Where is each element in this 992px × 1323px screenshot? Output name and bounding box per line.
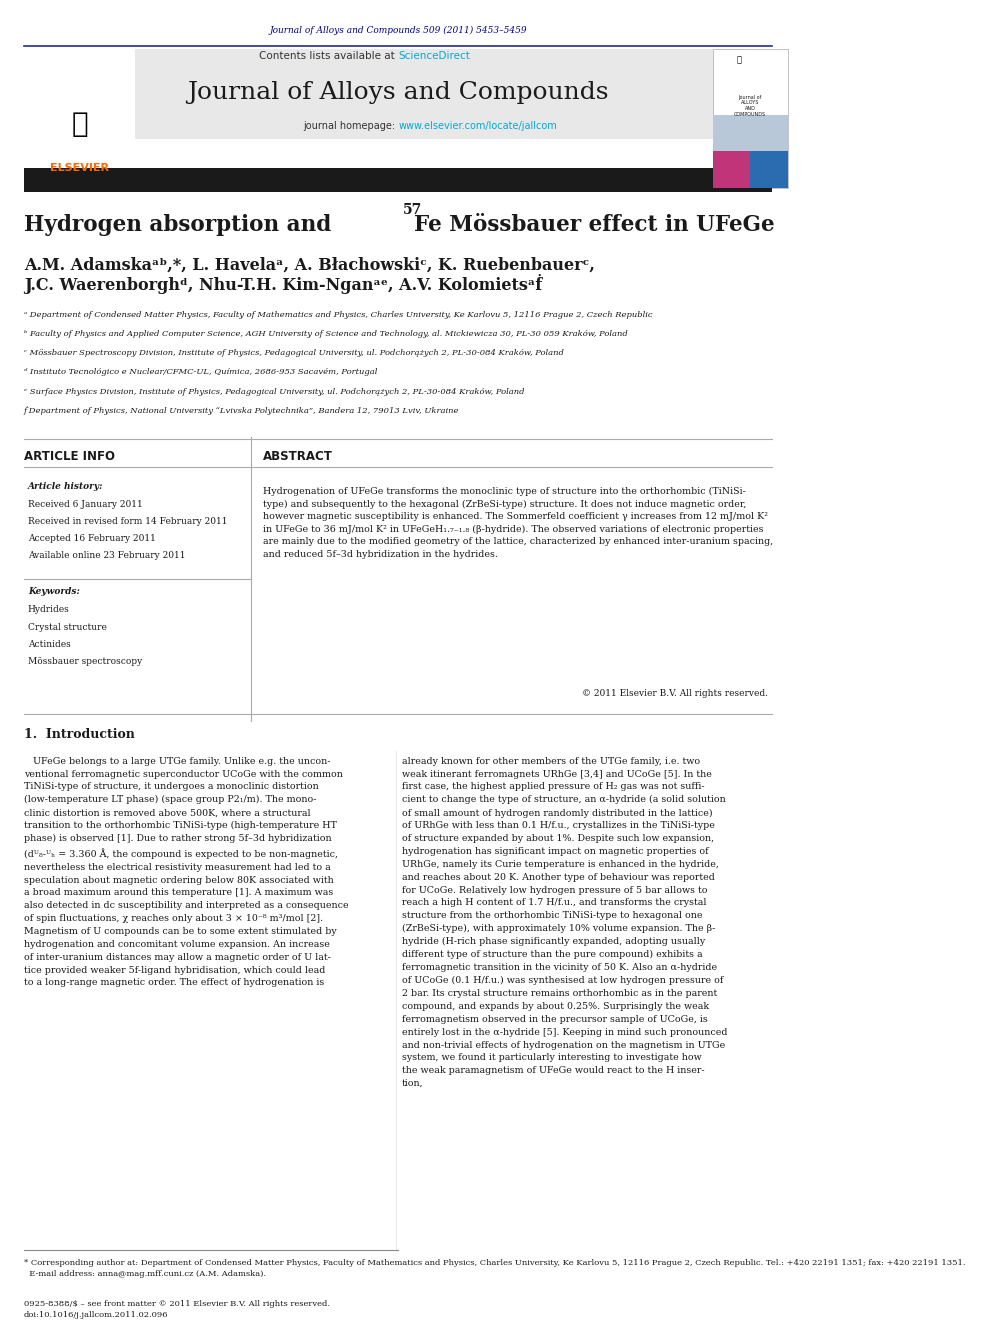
FancyBboxPatch shape: [24, 49, 135, 172]
Text: Contents lists available at: Contents lists available at: [259, 50, 398, 61]
Text: www.elsevier.com/locate/jallcom: www.elsevier.com/locate/jallcom: [398, 120, 557, 131]
Text: Crystal structure: Crystal structure: [28, 623, 107, 631]
Text: Hydrogenation of UFeGe transforms the monoclinic type of structure into the orth: Hydrogenation of UFeGe transforms the mo…: [263, 487, 773, 558]
FancyBboxPatch shape: [712, 115, 789, 188]
Text: ARTICLE INFO: ARTICLE INFO: [24, 450, 115, 463]
Text: ᵇ Faculty of Physics and Applied Computer Science, AGH University of Science and: ᵇ Faculty of Physics and Applied Compute…: [24, 329, 628, 339]
Text: Received 6 January 2011: Received 6 January 2011: [28, 500, 143, 508]
Text: Mössbauer spectroscopy: Mössbauer spectroscopy: [28, 658, 142, 665]
Text: ᵉ Surface Physics Division, Institute of Physics, Pedagogical University, ul. Po: ᵉ Surface Physics Division, Institute of…: [24, 388, 525, 396]
Text: ḟ Department of Physics, National University “Lvivska Polytechnika”, Bandera 12,: ḟ Department of Physics, National Univer…: [24, 406, 459, 415]
Text: UFeGe belongs to a large UTGe family. Unlike e.g. the uncon-
ventional ferromagn: UFeGe belongs to a large UTGe family. Un…: [24, 757, 348, 987]
FancyBboxPatch shape: [712, 151, 750, 188]
Text: journal homepage:: journal homepage:: [303, 120, 398, 131]
Text: Fe Mössbauer effect in UFeGe: Fe Mössbauer effect in UFeGe: [414, 214, 775, 235]
Text: ᵃ Department of Condensed Matter Physics, Faculty of Mathematics and Physics, Ch: ᵃ Department of Condensed Matter Physics…: [24, 311, 653, 319]
Text: ᶜ Mössbauer Spectroscopy Division, Institute of Physics, Pedagogical University,: ᶜ Mössbauer Spectroscopy Division, Insti…: [24, 349, 563, 357]
Text: already known for other members of the UTGe family, i.e. two
weak itinerant ferr: already known for other members of the U…: [402, 757, 727, 1089]
Text: Accepted 16 February 2011: Accepted 16 February 2011: [28, 534, 156, 542]
Text: 1.  Introduction: 1. Introduction: [24, 728, 135, 741]
Text: Article history:: Article history:: [28, 483, 103, 491]
Text: ABSTRACT: ABSTRACT: [263, 450, 332, 463]
Text: Hydrides: Hydrides: [28, 606, 69, 614]
Text: 57: 57: [403, 202, 423, 217]
FancyBboxPatch shape: [24, 49, 748, 139]
Text: 🌳: 🌳: [71, 110, 88, 139]
Text: Keywords:: Keywords:: [28, 587, 79, 595]
Text: J.C. Waerenborghᵈ, Nhu-T.H. Kim-Nganᵃᵉ, A.V. Kolomietsᵃḟ: J.C. Waerenborghᵈ, Nhu-T.H. Kim-Nganᵃᵉ, …: [24, 274, 542, 295]
Text: ELSEVIER: ELSEVIER: [51, 163, 109, 173]
Text: * Corresponding author at: Department of Condensed Matter Physics, Faculty of Ma: * Corresponding author at: Department of…: [24, 1259, 965, 1278]
Text: 0925-8388/$ – see front matter © 2011 Elsevier B.V. All rights reserved.
doi:10.: 0925-8388/$ – see front matter © 2011 El…: [24, 1301, 330, 1319]
Text: © 2011 Elsevier B.V. All rights reserved.: © 2011 Elsevier B.V. All rights reserved…: [582, 689, 769, 697]
Text: Journal of Alloys and Compounds: Journal of Alloys and Compounds: [187, 81, 609, 105]
Text: Journal of
ALLOYS
AND
COMPOUNDS: Journal of ALLOYS AND COMPOUNDS: [734, 95, 766, 116]
FancyBboxPatch shape: [712, 49, 789, 188]
Text: Actinides: Actinides: [28, 640, 70, 648]
Text: A.M. Adamskaᵃᵇ,*, L. Havelaᵃ, A. Błachowskiᶜ, K. Ruebenbauerᶜ,: A.M. Adamskaᵃᵇ,*, L. Havelaᵃ, A. Błachow…: [24, 257, 595, 273]
Text: 📄: 📄: [736, 56, 741, 64]
Text: Available online 23 February 2011: Available online 23 February 2011: [28, 552, 186, 560]
Text: Journal of Alloys and Compounds 509 (2011) 5453–5459: Journal of Alloys and Compounds 509 (201…: [269, 26, 527, 34]
Text: Hydrogen absorption and: Hydrogen absorption and: [24, 214, 338, 235]
FancyBboxPatch shape: [24, 168, 773, 192]
Text: ᵈ Instituto Tecnológico e Nuclear/CFMC-UL, Química, 2686-953 Sacavém, Portugal: ᵈ Instituto Tecnológico e Nuclear/CFMC-U…: [24, 368, 377, 377]
Text: ScienceDirect: ScienceDirect: [398, 50, 470, 61]
FancyBboxPatch shape: [750, 151, 789, 188]
Text: Received in revised form 14 February 2011: Received in revised form 14 February 201…: [28, 517, 227, 525]
